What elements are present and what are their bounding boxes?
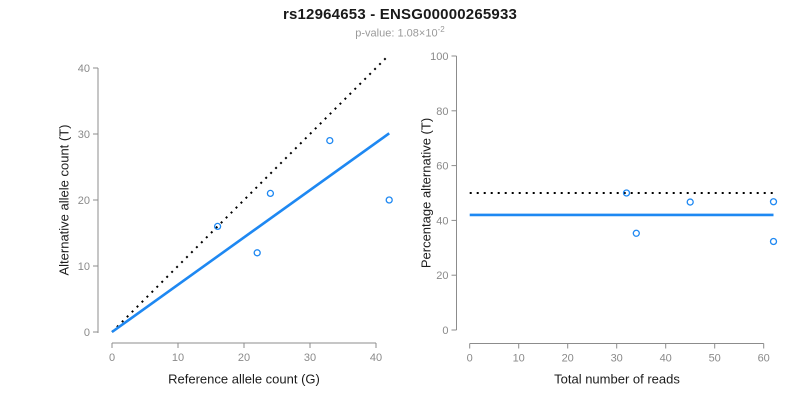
y-tick-label: 60	[436, 161, 448, 173]
y-tick-label: 10	[78, 261, 90, 273]
data-point	[769, 237, 778, 246]
data-point	[622, 189, 631, 197]
identity-line	[111, 54, 390, 333]
left-y-axis-label: Alternative allele count (T)	[56, 124, 72, 276]
data-point	[213, 222, 222, 231]
x-tick-label: 40	[660, 353, 672, 365]
x-tick-label: 30	[304, 352, 316, 364]
x-tick-label: 0	[467, 353, 473, 365]
x-tick-label: 40	[370, 352, 382, 364]
y-tick-label: 40	[436, 215, 448, 227]
y-tick-label: 0	[84, 327, 90, 339]
data-point	[769, 198, 778, 206]
pvalue-exponent: -2	[437, 25, 445, 34]
x-tick-label: 0	[109, 352, 115, 364]
left-x-axis-label: Reference allele count (G)	[168, 371, 320, 387]
y-tick-label: 20	[436, 270, 448, 282]
x-tick-label: 50	[709, 353, 721, 365]
x-tick-label: 10	[513, 353, 525, 365]
y-tick-label: 100	[430, 51, 448, 63]
y-tick-label: 20	[78, 195, 90, 207]
figure-title: rs12964653 - ENSG00000265933	[282, 6, 518, 23]
figure-subtitle: p-value: 1.08×10-2	[0, 25, 800, 40]
y-tick-label: 0	[442, 325, 448, 337]
data-point	[385, 196, 393, 204]
x-tick-label: 20	[562, 353, 574, 365]
pvalue-label: p-value:	[355, 27, 395, 40]
data-point	[686, 198, 694, 206]
x-tick-label: 30	[611, 353, 623, 365]
x-tick-label: 20	[238, 352, 250, 364]
data-point	[266, 189, 275, 198]
y-tick-label: 30	[78, 129, 90, 141]
x-tick-label: 10	[172, 352, 184, 364]
pvalue-base: ×10	[418, 27, 438, 40]
y-tick-label: 80	[436, 106, 448, 118]
data-point	[326, 136, 334, 145]
pvalue-mantissa: 1.08	[397, 27, 419, 40]
data-point	[632, 229, 640, 237]
right-x-axis-label: Total number of reads	[554, 371, 680, 387]
fit-line	[111, 132, 390, 334]
right-y-axis-label: Percentage alternative (T)	[418, 117, 434, 269]
data-point	[253, 249, 261, 257]
x-tick-label: 60	[758, 353, 770, 365]
y-tick-label: 40	[78, 63, 90, 75]
